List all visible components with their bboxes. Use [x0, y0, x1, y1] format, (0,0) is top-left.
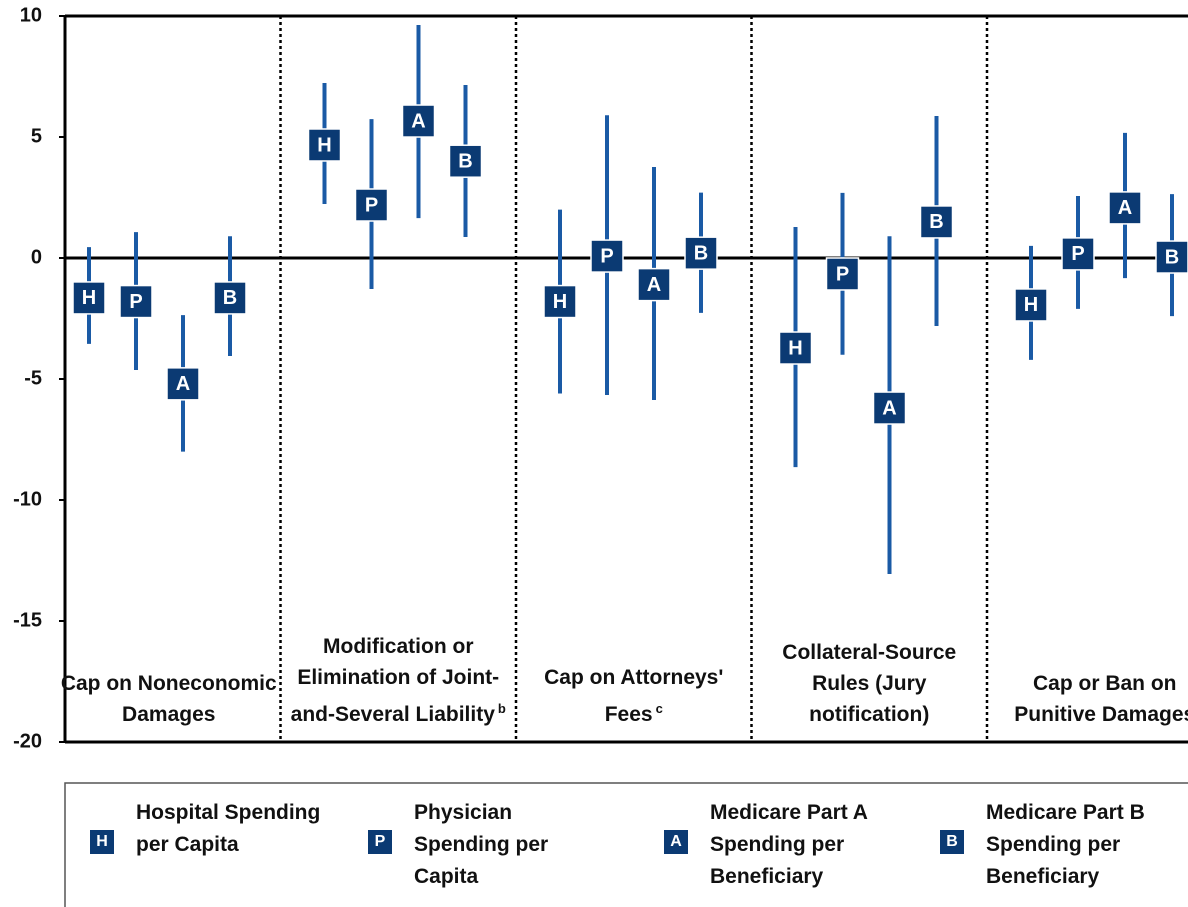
footnote: b — [497, 701, 506, 716]
marker-letter: B — [694, 242, 708, 264]
category-label: Cap or Ban on Punitive Damages — [995, 668, 1188, 730]
footnote: c — [655, 701, 663, 716]
point-marker — [1061, 237, 1095, 271]
marker-letter: H — [317, 134, 331, 156]
marker-letter: P — [836, 263, 849, 285]
category-label: Modification or Elimination of Joint-and… — [288, 631, 508, 730]
category-text: Collateral-Source Rules (Jury notificati… — [782, 641, 957, 726]
marker-letter: B — [929, 211, 943, 233]
legend-label: Medicare Part A Spending per Beneficiary — [710, 801, 868, 888]
point-marker — [213, 281, 247, 315]
marker-letter: P — [129, 291, 142, 313]
marker-letter: A — [176, 373, 190, 395]
point-marker — [448, 144, 483, 178]
point-marker — [1014, 288, 1048, 322]
point-marker — [401, 104, 436, 138]
category-text: Cap on Attorneys' Fees — [544, 666, 724, 726]
category-label: Cap on Attorneys' Fees c — [524, 662, 744, 730]
marker-letter: P — [365, 194, 378, 216]
marker-letter: A — [647, 274, 661, 296]
point-marker — [825, 257, 860, 291]
y-tick-label: 0 — [31, 246, 42, 268]
category-label: Collateral-Source Rules (Jury notificati… — [759, 637, 979, 730]
point-marker — [354, 188, 389, 222]
legend-label: Physician Spending per Capita — [414, 801, 549, 888]
category-label: Cap on Noneconomic Damages — [59, 668, 279, 730]
legend-label: Medicare Part B Spending per Beneficiary — [986, 801, 1145, 888]
y-tick-label: 10 — [20, 4, 42, 26]
legend-box — [64, 782, 1188, 907]
point-marker — [307, 128, 342, 162]
marker-letter: H — [1024, 294, 1038, 316]
marker-letter: H — [553, 291, 567, 313]
legend-icon: B — [940, 830, 964, 854]
marker-letter: B — [223, 287, 237, 309]
point-marker — [119, 284, 153, 319]
legend-icon: A — [664, 830, 688, 854]
marker-letter: B — [1165, 246, 1179, 268]
point-marker — [684, 236, 718, 270]
y-tick-label: 5 — [31, 125, 42, 147]
point-marker — [72, 281, 106, 315]
category-text: Cap on Noneconomic Damages — [60, 672, 277, 726]
y-tick-label: -20 — [13, 730, 42, 752]
legend-icon: P — [368, 830, 392, 854]
point-marker — [778, 331, 813, 365]
marker-letter: A — [411, 110, 425, 132]
point-marker — [919, 205, 954, 239]
legend-icon: H — [90, 830, 114, 854]
marker-letter: A — [1118, 197, 1132, 219]
category-text: Modification or Elimination of Joint-and… — [290, 635, 500, 726]
marker-letter: H — [788, 337, 802, 359]
point-marker — [872, 391, 907, 425]
point-marker — [166, 367, 200, 401]
y-tick-label: -15 — [13, 609, 42, 631]
marker-letter: P — [1071, 243, 1084, 265]
marker-letter: A — [882, 397, 896, 419]
point-marker — [543, 284, 577, 319]
point-marker — [590, 239, 624, 273]
marker-letter: H — [82, 287, 96, 309]
marker-letter: P — [600, 245, 613, 267]
point-marker — [1155, 240, 1188, 274]
point-marker — [637, 267, 671, 302]
y-tick-label: -10 — [13, 488, 42, 510]
legend-label: Hospital Spending per Capita — [136, 801, 321, 856]
category-text: Cap or Ban on Punitive Damages — [1014, 672, 1188, 726]
y-tick-label: -5 — [24, 367, 42, 389]
point-marker — [1108, 191, 1142, 225]
marker-letter: B — [458, 150, 472, 172]
